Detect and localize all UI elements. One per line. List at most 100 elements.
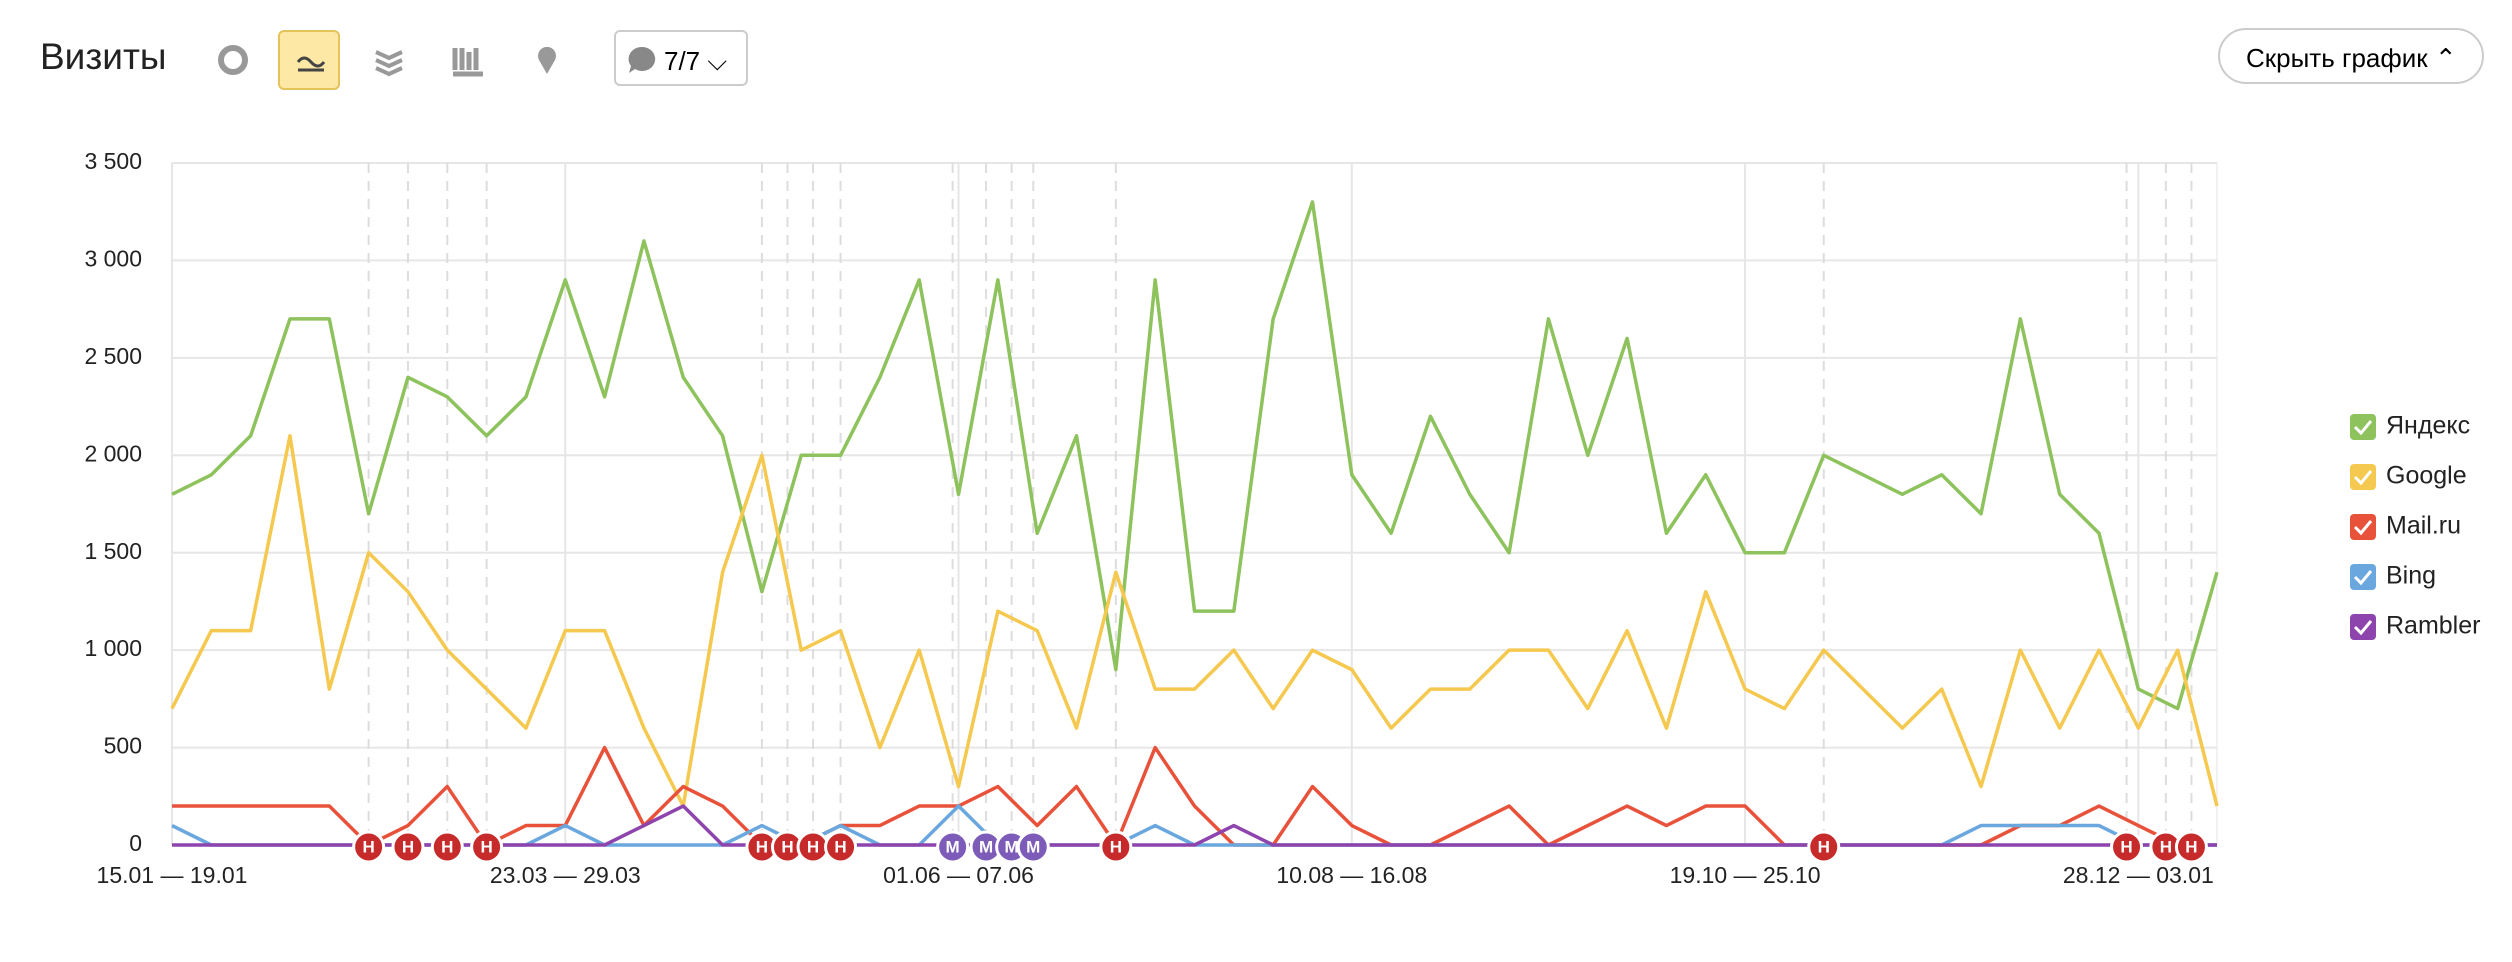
legend-checkbox	[2350, 614, 2376, 640]
annotation-dot	[1016, 830, 1050, 864]
legend-checkbox	[2350, 514, 2376, 540]
filter-dropdown[interactable]: 7/7 ⌵	[614, 30, 748, 86]
legend-label: Mail.ru	[2386, 512, 2461, 540]
annotation-dot	[430, 830, 464, 864]
legend-check	[2353, 570, 2373, 586]
annotation-dot	[1099, 830, 1133, 864]
annotation-label: М	[946, 837, 960, 856]
annotation-marker: Н	[470, 830, 504, 864]
legend-label: Bing	[2386, 562, 2436, 590]
x-tick-label: 10.08 — 16.08	[1276, 862, 1427, 888]
annotation-marker: Н	[745, 830, 779, 864]
annotation-label: Н	[2185, 837, 2197, 856]
x-tick-label: 15.01 — 19.01	[97, 862, 248, 888]
annotation-label: Н	[834, 837, 846, 856]
annotation-marker: Н	[2149, 830, 2183, 864]
legend-check	[2353, 470, 2373, 486]
y-tick-label: 2 500	[84, 343, 142, 369]
comment-icon	[628, 46, 656, 73]
annotation-dot	[995, 830, 1029, 864]
annotation-dot	[969, 830, 1003, 864]
legend-check	[2353, 520, 2373, 536]
annotation-marker: Н	[1807, 830, 1841, 864]
annotation-label: М	[1026, 837, 1040, 856]
annotation-marker: Н	[391, 830, 425, 864]
y-tick-label: 500	[104, 733, 142, 759]
annotation-label: Н	[441, 837, 453, 856]
y-tick-label: 0	[129, 830, 142, 856]
series-line	[171, 804, 2217, 847]
x-tick-label: 23.03 — 29.03	[490, 862, 641, 888]
legend-checkbox	[2350, 414, 2376, 440]
x-tick-label: 01.06 — 07.06	[883, 862, 1034, 888]
series-line	[171, 200, 2219, 711]
legend-checkbox	[2350, 564, 2376, 590]
legend-label: Google	[2386, 462, 2467, 490]
annotation-marker: М	[1016, 830, 1050, 864]
annotation-dot	[352, 830, 386, 864]
legend-label: Яндекс	[2386, 412, 2470, 440]
hide-chart-button[interactable]: Скрыть график ⌃	[2218, 28, 2484, 84]
series-line	[170, 434, 2219, 808]
annotation-label: Н	[1818, 837, 1830, 856]
series-line	[172, 804, 2217, 847]
plot-border	[171, 162, 2218, 846]
annotation-dot	[936, 830, 970, 864]
series-line	[172, 745, 2217, 847]
annotation-label: Н	[480, 837, 492, 856]
annotation-label: Н	[2160, 837, 2172, 856]
annotation-label: Н	[781, 837, 793, 856]
annotation-dot	[1807, 830, 1841, 864]
annotation-dot	[2149, 830, 2183, 864]
annotation-label: М	[979, 837, 993, 856]
annotation-marker: М	[995, 830, 1029, 864]
annotation-label: Н	[402, 837, 414, 856]
annotation-label: Н	[2120, 837, 2132, 856]
annotation-marker: Н	[2174, 830, 2208, 864]
annotation-marker: Н	[796, 830, 830, 864]
annotation-marker: М	[936, 830, 970, 864]
pie-icon[interactable]	[202, 30, 264, 90]
annotation-dot	[824, 830, 858, 864]
annotation-marker: Н	[770, 830, 804, 864]
annotation-label: Н	[756, 837, 768, 856]
annotation-marker: М	[969, 830, 1003, 864]
bar-icon[interactable]	[437, 30, 499, 90]
header: Визиты 7/7 ⌵ Скрыть график ⌃	[0, 0, 2512, 120]
map-icon[interactable]	[516, 30, 578, 90]
y-tick-label: 3 500	[84, 148, 142, 174]
legend-check	[2353, 420, 2373, 436]
annotation-dot	[391, 830, 425, 864]
annotation-dot	[770, 830, 804, 864]
filter-label: 7/7	[664, 46, 701, 76]
annotation-dot	[745, 830, 779, 864]
y-tick-label: 1 500	[84, 538, 142, 564]
annotation-marker: Н	[352, 830, 386, 864]
annotation-label: Н	[362, 837, 374, 856]
legend-check	[2353, 620, 2373, 636]
annotation-label: М	[1005, 837, 1019, 856]
annotation-marker: Н	[1099, 830, 1133, 864]
annotation-dot	[796, 830, 830, 864]
x-tick-label: 19.10 — 25.10	[1670, 862, 1821, 888]
annotation-marker: Н	[430, 830, 464, 864]
legend-label: Rambler	[2386, 612, 2480, 640]
annotation-dot	[470, 830, 504, 864]
y-tick-label: 2 000	[84, 440, 142, 466]
annotation-dot	[2110, 830, 2144, 864]
hide-label: Скрыть график	[2246, 43, 2428, 73]
annotation-label: Н	[807, 837, 819, 856]
x-tick-label: 28.12 — 03.01	[2063, 862, 2214, 888]
annotation-marker: Н	[2110, 830, 2144, 864]
y-tick-label: 1 000	[84, 635, 142, 661]
annotation-label: Н	[1110, 837, 1122, 856]
area-icon[interactable]	[358, 30, 420, 90]
y-tick-label: 3 000	[84, 246, 142, 272]
annotation-marker: Н	[824, 830, 858, 864]
line-icon[interactable]	[278, 30, 340, 90]
annotation-dot	[2174, 830, 2208, 864]
title: Визиты	[40, 36, 167, 77]
legend-checkbox	[2350, 464, 2376, 490]
